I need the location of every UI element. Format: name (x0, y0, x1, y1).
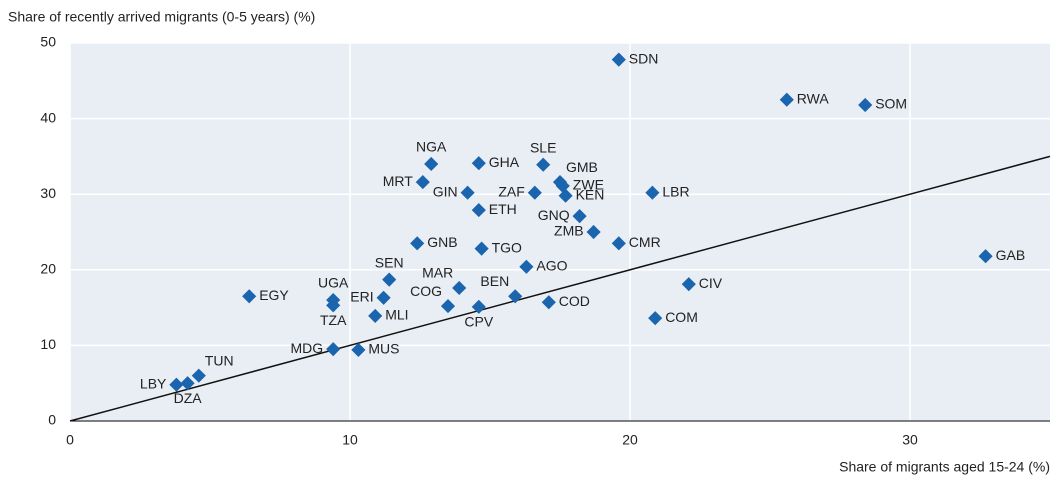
point (376, 290, 391, 305)
point (586, 224, 601, 240)
point (410, 236, 425, 251)
point (471, 203, 486, 218)
point-label: ETH (489, 201, 517, 217)
point (326, 342, 341, 357)
point (382, 272, 397, 287)
point-label: KEN (576, 186, 605, 202)
point-label: ZAF (498, 183, 524, 199)
point (191, 368, 206, 383)
point (471, 299, 486, 314)
y-tick-label: 0 (48, 412, 56, 428)
point-label: LBR (662, 183, 689, 199)
point (440, 299, 456, 314)
y-tick-label: 30 (40, 185, 56, 201)
point (351, 342, 366, 358)
point-label: MUS (368, 341, 399, 357)
reference-line (69, 155, 1051, 422)
point (779, 92, 794, 107)
point (474, 241, 489, 256)
point (541, 295, 556, 310)
point-label: GNQ (538, 207, 570, 223)
point (681, 277, 696, 292)
point-label: MDG (291, 340, 324, 356)
point-label: AGO (536, 257, 567, 273)
point-label: TGO (492, 239, 522, 255)
point-label: TZA (320, 312, 347, 328)
y-tick-label: 10 (40, 336, 56, 352)
point-label: BEN (480, 273, 509, 289)
point (536, 157, 551, 172)
x-tick-label: 30 (902, 432, 918, 448)
point-label: COD (559, 293, 590, 309)
point-label: SLE (530, 139, 556, 155)
point (471, 156, 486, 171)
y-tick-label: 20 (40, 261, 56, 277)
plot-area (70, 43, 1050, 421)
point (611, 52, 626, 67)
y-tick-label: 50 (40, 34, 56, 50)
point (326, 298, 341, 313)
point-label: LBY (140, 375, 167, 391)
point-label: COM (665, 309, 698, 325)
point (508, 289, 523, 304)
x-axis-title: Share of migrants aged 15-24 (%) (839, 459, 1050, 475)
point-label: UGA (318, 275, 349, 291)
point (424, 156, 439, 172)
point-label: CMR (629, 234, 661, 250)
point-label: SDN (629, 50, 659, 66)
point (519, 259, 534, 274)
point-label: ERI (350, 288, 373, 304)
point (180, 376, 195, 391)
point-label: ZWE (573, 177, 604, 193)
point (452, 280, 467, 296)
point-label: MLI (385, 307, 408, 323)
point (527, 185, 542, 200)
point-label: NGA (416, 139, 447, 155)
point-label: GHA (489, 154, 520, 170)
point-label: COG (410, 283, 442, 299)
point-label: MRT (383, 173, 414, 189)
point (558, 188, 573, 203)
point (648, 311, 663, 326)
point (572, 209, 587, 224)
y-tick-label: 40 (40, 109, 56, 125)
point-label: GMB (566, 159, 598, 175)
point-label: RWA (797, 90, 830, 106)
x-tick-label: 0 (66, 432, 74, 448)
point (242, 289, 257, 304)
x-tick-label: 10 (342, 432, 358, 448)
point (460, 185, 475, 200)
point-label: EGY (259, 287, 289, 303)
point (858, 97, 873, 113)
point-label: GAB (996, 247, 1026, 263)
point-label: CIV (699, 275, 723, 291)
point (978, 249, 993, 264)
point-label: MAR (422, 265, 453, 281)
y-axis-title: Share of recently arrived migrants (0-5 … (8, 9, 315, 25)
point-label: GIN (433, 183, 458, 199)
point-label: GNB (427, 234, 457, 250)
point (169, 377, 184, 392)
point (415, 175, 430, 190)
point-label: SEN (375, 254, 404, 270)
point-label: ZMB (554, 223, 584, 239)
point-label: CPV (464, 314, 493, 330)
point-label: SOM (875, 96, 907, 112)
point-label: DZA (174, 390, 203, 406)
point-label: TUN (205, 352, 234, 368)
x-tick-label: 20 (622, 432, 638, 448)
point (611, 236, 626, 251)
point (645, 185, 660, 200)
point (368, 308, 383, 323)
